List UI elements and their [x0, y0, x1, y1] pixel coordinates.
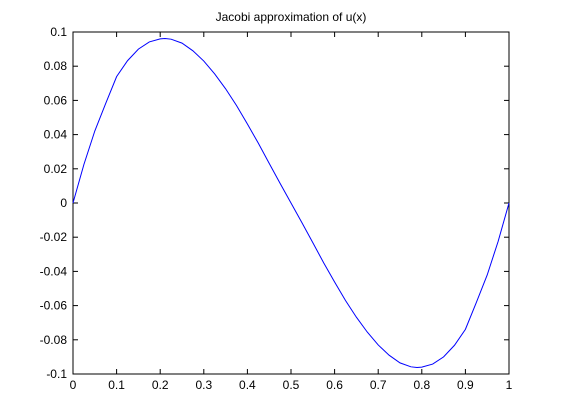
axis-ticks: [72, 31, 510, 375]
y-tick-label: 0.02: [44, 162, 68, 176]
y-tick-label: -0.08: [40, 333, 68, 347]
x-tick-label: 0.1: [108, 378, 125, 392]
y-tick-label: -0.04: [40, 264, 68, 278]
x-tick-label: 0.7: [370, 378, 387, 392]
tick-labels: 0 0.1 0.2 0.3 0.4 0.5 0.6 0.7 0.8 0.9 1 0.1 0.08 0.06…: [40, 25, 513, 392]
x-tick-label: 0.6: [326, 378, 343, 392]
x-tick-label: 0.9: [457, 378, 474, 392]
x-tick-label: 1: [506, 378, 513, 392]
x-tick-label: 0.4: [239, 378, 256, 392]
x-tick-label: 0.5: [283, 378, 300, 392]
y-tick-label: 0.06: [44, 93, 68, 107]
x-tick-label: 0.8: [413, 378, 430, 392]
y-tick-label: -0.06: [40, 299, 68, 313]
x-tick-label: 0: [70, 378, 77, 392]
x-tick-label: 0.2: [152, 378, 169, 392]
chart-title: Jacobi approximation of u(x): [216, 10, 367, 24]
y-tick-label: 0.08: [44, 59, 68, 73]
y-tick-label: 0: [60, 196, 67, 210]
series-line: [72, 37, 510, 369]
y-tick-label: 0.04: [44, 128, 68, 142]
x-tick-label: 0.3: [195, 378, 212, 392]
y-tick-label: 0.1: [50, 25, 67, 39]
y-tick-label: -0.1: [46, 367, 67, 381]
y-tick-label: -0.02: [40, 230, 68, 244]
